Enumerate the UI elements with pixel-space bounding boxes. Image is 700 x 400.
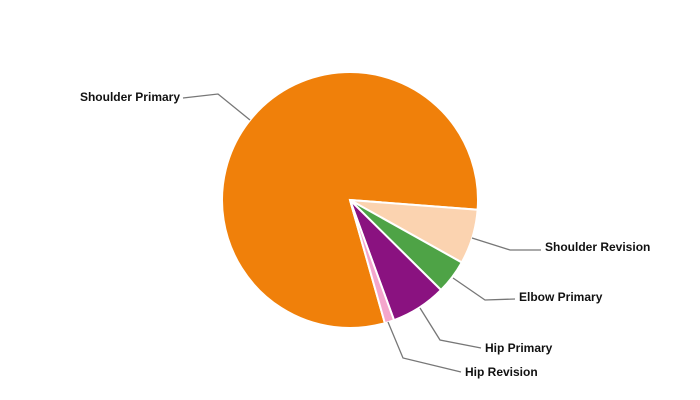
slice-label: Shoulder Revision — [545, 240, 650, 254]
leader-line — [419, 307, 482, 349]
pie-slice — [349, 199, 396, 325]
slice-label: Shoulder Primary — [80, 90, 180, 104]
slice-label: Hip Revision — [465, 365, 538, 379]
leader-line — [452, 277, 516, 301]
leader-line — [387, 321, 462, 373]
leader-line — [182, 93, 251, 121]
leader-line — [471, 237, 541, 251]
slice-label: Elbow Primary — [519, 290, 603, 304]
slice-label: Hip Primary — [485, 341, 553, 355]
